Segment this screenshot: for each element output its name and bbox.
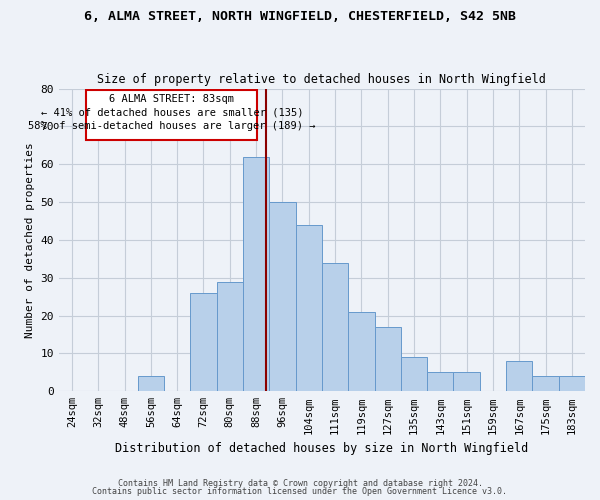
Text: Contains HM Land Registry data © Crown copyright and database right 2024.: Contains HM Land Registry data © Crown c…: [118, 478, 482, 488]
Y-axis label: Number of detached properties: Number of detached properties: [25, 142, 35, 338]
Title: Size of property relative to detached houses in North Wingfield: Size of property relative to detached ho…: [97, 73, 547, 86]
Text: 58% of semi-detached houses are larger (189) →: 58% of semi-detached houses are larger (…: [28, 120, 316, 130]
Bar: [190, 293, 217, 392]
Bar: [217, 282, 243, 392]
Bar: [401, 357, 427, 392]
Bar: [454, 372, 480, 392]
Text: Contains public sector information licensed under the Open Government Licence v3: Contains public sector information licen…: [92, 487, 508, 496]
Bar: [243, 156, 269, 392]
Bar: [506, 361, 532, 392]
Text: ← 41% of detached houses are smaller (135): ← 41% of detached houses are smaller (13…: [41, 108, 303, 118]
FancyBboxPatch shape: [86, 90, 257, 140]
Bar: [138, 376, 164, 392]
Bar: [296, 225, 322, 392]
Bar: [559, 376, 585, 392]
Bar: [532, 376, 559, 392]
Bar: [374, 327, 401, 392]
Bar: [269, 202, 296, 392]
X-axis label: Distribution of detached houses by size in North Wingfield: Distribution of detached houses by size …: [115, 442, 529, 455]
Bar: [348, 312, 374, 392]
Bar: [322, 262, 348, 392]
Text: 6, ALMA STREET, NORTH WINGFIELD, CHESTERFIELD, S42 5NB: 6, ALMA STREET, NORTH WINGFIELD, CHESTER…: [84, 10, 516, 23]
Text: 6 ALMA STREET: 83sqm: 6 ALMA STREET: 83sqm: [109, 94, 235, 104]
Bar: [427, 372, 454, 392]
